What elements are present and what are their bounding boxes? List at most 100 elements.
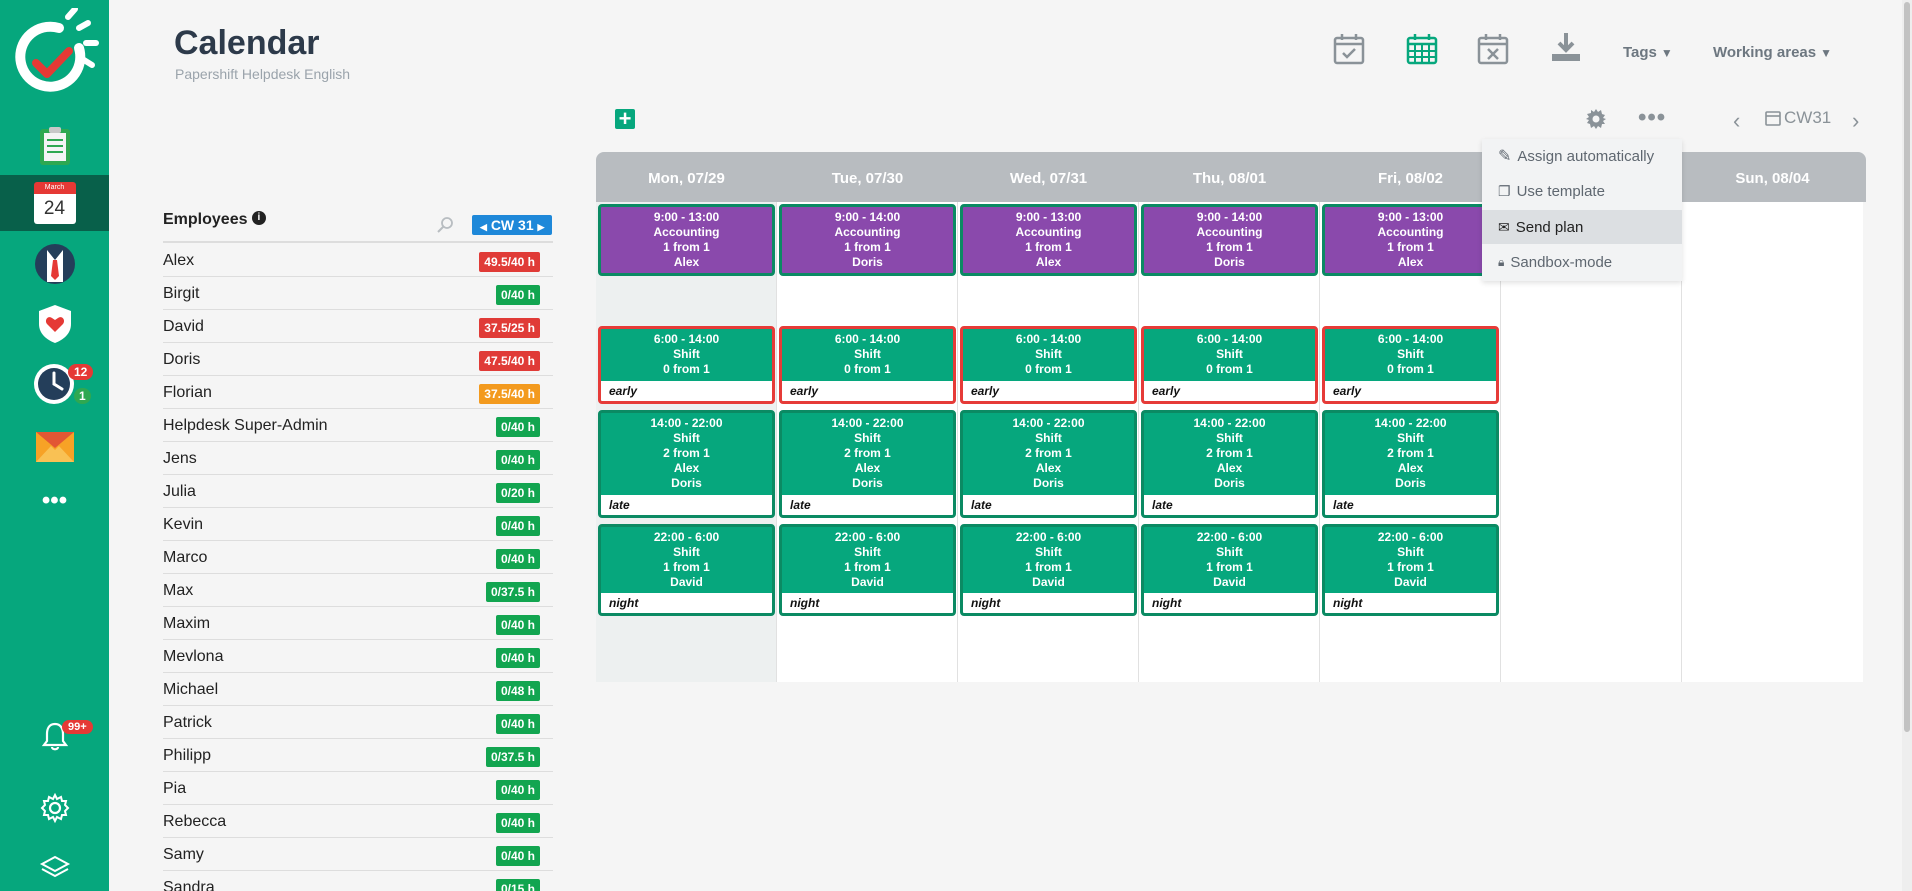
menu-item-label: Use template <box>1516 182 1605 200</box>
shift-card[interactable]: 22:00 - 6:00 Shift 1 from 1 David night <box>960 524 1137 616</box>
day-column[interactable] <box>1682 202 1863 682</box>
shift-time: 22:00 - 6:00 <box>1196 530 1263 544</box>
menu-assign-automatically[interactable]: ✎ Assign automatically <box>1482 139 1682 173</box>
employee-row[interactable]: Kevin 0/40 h <box>163 508 553 541</box>
tags-dropdown[interactable]: Tags ▼ <box>1623 44 1673 61</box>
employee-row[interactable]: Maxim 0/40 h <box>163 607 553 640</box>
shift-person: David <box>1213 575 1246 589</box>
shift-card[interactable]: 14:00 - 22:00 Shift 2 from 1 Alex Doris late <box>598 410 775 518</box>
sidebar-item-messages[interactable] <box>0 418 109 474</box>
employee-row[interactable]: Samy 0/40 h <box>163 838 553 871</box>
employee-row[interactable]: Jens 0/40 h <box>163 442 553 475</box>
calendar-check-icon[interactable] <box>1332 32 1366 66</box>
employee-row[interactable]: Julia 0/20 h <box>163 475 553 508</box>
sidebar-item-staff[interactable] <box>0 236 109 292</box>
menu-send-plan[interactable]: ✉ Send plan <box>1482 210 1682 244</box>
shift-card[interactable]: 22:00 - 6:00 Shift 1 from 1 David night <box>1141 524 1318 616</box>
clock-badge-done: 1 <box>74 388 91 404</box>
envelope-icon: ✉ <box>1498 218 1510 235</box>
info-icon[interactable]: i <box>251 211 266 225</box>
hours-badge: 37.5/25 h <box>479 318 540 338</box>
shift-time: 6:00 - 14:00 <box>1377 332 1444 346</box>
more-options-button[interactable]: ••• <box>1638 104 1666 132</box>
hours-badge: 0/40 h <box>495 780 540 800</box>
sidebar-item-absences[interactable] <box>0 296 109 352</box>
employee-row[interactable]: Sandra 0/15 h <box>163 871 553 891</box>
employee-row[interactable]: Florian 37.5/40 h <box>163 376 553 409</box>
week-selector[interactable]: ◀ CW 31 ▶ <box>472 215 553 235</box>
employee-row[interactable]: Philipp 0/37.5 h <box>163 739 553 772</box>
employee-row[interactable]: Patrick 0/40 h <box>163 706 553 739</box>
add-shift-button[interactable]: + <box>615 108 635 130</box>
menu-sandbox-mode[interactable]: 🔒︎ Sandbox-mode <box>1482 245 1682 279</box>
next-week-button[interactable]: › <box>1852 108 1859 134</box>
shift-card[interactable]: 6:00 - 14:00 Shift 0 from 1 early <box>1322 326 1499 404</box>
shift-card[interactable]: 9:00 - 14:00 Accounting 1 from 1 Doris <box>1141 204 1318 276</box>
shift-card[interactable]: 9:00 - 14:00 Accounting 1 from 1 Doris <box>779 204 956 276</box>
shift-time: 6:00 - 14:00 <box>834 332 901 346</box>
shift-time: 22:00 - 6:00 <box>1377 530 1444 544</box>
settings-button[interactable] <box>0 780 109 836</box>
shift-fill: 1 from 1 <box>1387 240 1434 254</box>
notifications-button[interactable] <box>0 708 109 764</box>
shift-card[interactable]: 6:00 - 14:00 Shift 0 from 1 early <box>598 326 775 404</box>
shift-card[interactable]: 14:00 - 22:00 Shift 2 from 1 Alex Doris late <box>960 410 1137 518</box>
shift-fill: 0 from 1 <box>1206 362 1253 376</box>
calendar-remove-icon[interactable] <box>1476 32 1510 66</box>
calendar-grid-icon[interactable] <box>1405 32 1439 66</box>
employee-row[interactable]: Rebecca 0/40 h <box>163 805 553 838</box>
employee-row[interactable]: Pia 0/40 h <box>163 772 553 805</box>
shift-card[interactable]: 22:00 - 6:00 Shift 1 from 1 David night <box>779 524 956 616</box>
shift-person: Doris <box>1395 476 1426 490</box>
shift-card[interactable]: 14:00 - 22:00 Shift 2 from 1 Alex Doris late <box>779 410 956 518</box>
previous-week-button[interactable]: ‹ <box>1733 108 1740 134</box>
shift-card[interactable]: 9:00 - 13:00 Accounting 1 from 1 Alex <box>598 204 775 276</box>
employee-name: Marco <box>163 549 208 566</box>
employee-row[interactable]: Michael 0/48 h <box>163 673 553 706</box>
shift-name: Accounting <box>834 225 901 239</box>
sidebar-item-calendar[interactable]: March 24 <box>0 175 109 231</box>
shift-card[interactable]: 22:00 - 6:00 Shift 1 from 1 David night <box>1322 524 1499 616</box>
download-icon[interactable] <box>1549 30 1583 64</box>
employee-row[interactable]: Helpdesk Super-Admin 0/40 h <box>163 409 553 442</box>
shift-person: Alex <box>673 255 700 269</box>
hours-badge: 0/40 h <box>495 417 540 437</box>
employee-row[interactable]: David 37.5/25 h <box>163 310 553 343</box>
menu-use-template[interactable]: ❐ Use template <box>1482 174 1682 208</box>
shift-card[interactable]: 22:00 - 6:00 Shift 1 from 1 David night <box>598 524 775 616</box>
layers-button[interactable] <box>0 838 109 891</box>
employee-row[interactable]: Doris 47.5/40 h <box>163 343 553 376</box>
sidebar-item-tasks[interactable] <box>0 118 109 174</box>
employee-row[interactable]: Mevlona 0/40 h <box>163 640 553 673</box>
calendar-icon-day: 24 <box>33 194 76 224</box>
day-column[interactable] <box>1501 202 1682 682</box>
scrollbar-thumb[interactable] <box>1904 2 1910 732</box>
hours-badge: 0/40 h <box>495 516 540 536</box>
employee-row[interactable]: Max 0/37.5 h <box>163 574 553 607</box>
shift-card[interactable]: 6:00 - 14:00 Shift 0 from 1 early <box>779 326 956 404</box>
shift-time: 14:00 - 22:00 <box>1193 416 1266 430</box>
chevron-down-icon: ▼ <box>1660 45 1673 60</box>
employee-row[interactable]: Alex 49.5/40 h <box>163 244 553 277</box>
working-areas-dropdown[interactable]: Working areas ▼ <box>1713 44 1832 61</box>
employee-row[interactable]: Birgit 0/40 h <box>163 277 553 310</box>
shift-card[interactable]: 14:00 - 22:00 Shift 2 from 1 Alex Doris late <box>1322 410 1499 518</box>
shift-card[interactable]: 9:00 - 13:00 Accounting 1 from 1 Alex <box>960 204 1137 276</box>
shift-card[interactable]: 6:00 - 14:00 Shift 0 from 1 early <box>1141 326 1318 404</box>
shift-card[interactable]: 14:00 - 22:00 Shift 2 from 1 Alex Doris late <box>1141 410 1318 518</box>
search-icon[interactable] <box>435 215 455 235</box>
more-apps-button[interactable]: ••• <box>0 476 109 526</box>
employee-name: Julia <box>163 483 196 500</box>
page-scrollbar[interactable] <box>1902 0 1912 891</box>
sidebar-item-timesheet[interactable] <box>0 356 109 412</box>
settings-gear-icon[interactable] <box>1585 108 1607 130</box>
papershift-logo[interactable] <box>4 6 104 108</box>
employee-row[interactable]: Marco 0/40 h <box>163 541 553 574</box>
shift-name: Shift <box>673 431 700 445</box>
hours-badge: 0/40 h <box>495 549 540 569</box>
employees-title: Employees i <box>163 211 266 229</box>
shift-card[interactable]: 9:00 - 13:00 Accounting 1 from 1 Alex <box>1322 204 1499 276</box>
shift-card[interactable]: 6:00 - 14:00 Shift 0 from 1 early <box>960 326 1137 404</box>
clock-icon <box>33 364 74 404</box>
hours-badge: 0/40 h <box>495 648 540 668</box>
